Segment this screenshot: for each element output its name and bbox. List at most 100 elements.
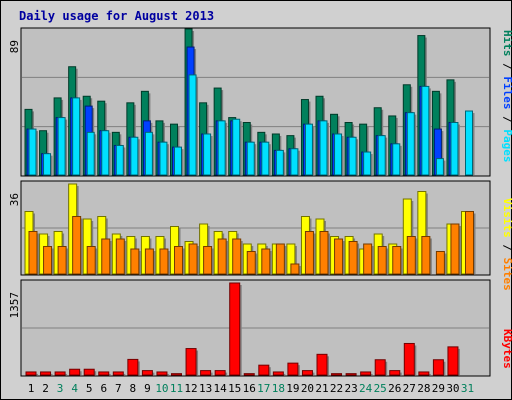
kbytes-bar — [331, 373, 343, 376]
pages-bar — [261, 141, 270, 176]
pages-bar — [28, 128, 37, 176]
pages-bar — [159, 141, 168, 176]
day-label: 5 — [86, 382, 93, 395]
kbytes-bar — [389, 370, 401, 376]
pages-bar — [101, 130, 110, 176]
pages-bar — [217, 120, 226, 176]
pages-bar — [435, 158, 444, 176]
pages-bar — [290, 148, 299, 176]
legend-sep: / — [501, 57, 512, 77]
sites-bar — [392, 246, 402, 275]
kbytes-bar — [112, 371, 124, 376]
pages-bar — [334, 133, 343, 176]
sites-bar — [319, 231, 329, 275]
kbytes-bar — [287, 362, 299, 376]
kbytes-bar — [243, 373, 255, 376]
kbytes-bar — [141, 370, 153, 376]
sites-bar — [86, 246, 96, 275]
day-label: 8 — [130, 382, 137, 395]
pages-bar — [450, 122, 459, 176]
sites-bar — [261, 248, 271, 275]
kbytes-bar — [214, 370, 226, 376]
sites-bar — [450, 223, 460, 275]
legend-sep: / — [501, 110, 512, 130]
sites-bar — [377, 246, 387, 275]
kbytes-bar — [171, 373, 182, 376]
day-label: 31 — [461, 382, 474, 395]
legend-hits: Hits — [501, 30, 512, 57]
kbytes-bar — [432, 359, 444, 376]
day-label: 27 — [403, 382, 416, 395]
chart-title: Daily usage for August 2013 — [19, 9, 214, 23]
kbytes-bar — [345, 373, 357, 376]
bottom-legend: KBytes — [501, 329, 512, 369]
legend-visits: Visits — [501, 198, 512, 238]
sites-bar — [144, 248, 154, 275]
kbytes-bar — [229, 282, 241, 376]
day-label: 28 — [417, 382, 430, 395]
day-label: 7 — [115, 382, 122, 395]
kbytes-bar — [374, 359, 386, 376]
pages-bar — [377, 135, 386, 176]
pages-bar — [130, 136, 139, 176]
pages-bar — [348, 136, 357, 176]
bottom-axis-max-label: 1357 — [8, 292, 21, 319]
pages-bar — [115, 144, 124, 176]
middle-axis-max-label: 36 — [8, 193, 21, 206]
kbytes-bar — [69, 368, 81, 376]
legend-files: Files — [501, 76, 512, 109]
kbytes-bar — [301, 370, 313, 376]
pages-bar — [188, 74, 197, 176]
pages-bar — [406, 112, 415, 176]
sites-bar — [304, 231, 314, 275]
kbytes-bar — [98, 371, 110, 376]
kbytes-bar — [83, 368, 95, 376]
kbytes-bar — [127, 358, 139, 376]
day-label: 15 — [228, 382, 241, 395]
legend-sites: Sites — [501, 258, 512, 291]
sites-bar — [232, 238, 242, 275]
sites-bar — [188, 243, 198, 275]
day-label: 19 — [286, 382, 299, 395]
pages-bar — [72, 97, 81, 176]
pages-bar — [144, 131, 153, 176]
sites-bar — [115, 238, 125, 275]
middle-legend: Visits / Sites — [501, 198, 512, 291]
sites-bar — [246, 251, 256, 275]
kbytes-bar — [185, 348, 197, 376]
day-label: 26 — [388, 382, 401, 395]
sites-bar — [363, 243, 373, 275]
pages-bar — [319, 120, 328, 176]
day-label: 1 — [28, 382, 35, 395]
kbytes-bar — [272, 371, 284, 376]
day-label: 11 — [170, 382, 183, 395]
day-label: 10 — [155, 382, 168, 395]
day-label: 17 — [257, 382, 270, 395]
day-label: 16 — [243, 382, 256, 395]
legend-kbytes: KBytes — [501, 329, 512, 369]
top-axis-max-label: 89 — [8, 40, 21, 53]
kbytes-bar — [360, 371, 372, 376]
day-label: 24 — [359, 382, 373, 395]
pages-bar — [174, 146, 182, 176]
pages-bar — [203, 133, 212, 176]
day-label: 25 — [374, 382, 387, 395]
pages-bar — [57, 117, 66, 176]
day-label: 12 — [184, 382, 197, 395]
sites-bar — [43, 246, 53, 275]
sites-bar — [275, 243, 285, 275]
sites-bar — [130, 248, 140, 275]
sites-bar — [174, 246, 183, 275]
day-label: 18 — [272, 382, 285, 395]
sites-bar — [465, 211, 474, 275]
day-label: 6 — [100, 382, 107, 395]
day-label: 23 — [344, 382, 357, 395]
chart-marks — [22, 28, 489, 376]
sites-bar — [28, 231, 38, 275]
sites-bar — [406, 236, 416, 275]
kbytes-bar — [40, 371, 52, 376]
pages-bar — [232, 118, 241, 176]
day-labels: 1 2 3 4 5 6 7 8 9 10 11 12 13 14 15 16 17 18 19 20 21 22 23 24 2… — [28, 382, 474, 395]
day-label: 13 — [199, 382, 212, 395]
